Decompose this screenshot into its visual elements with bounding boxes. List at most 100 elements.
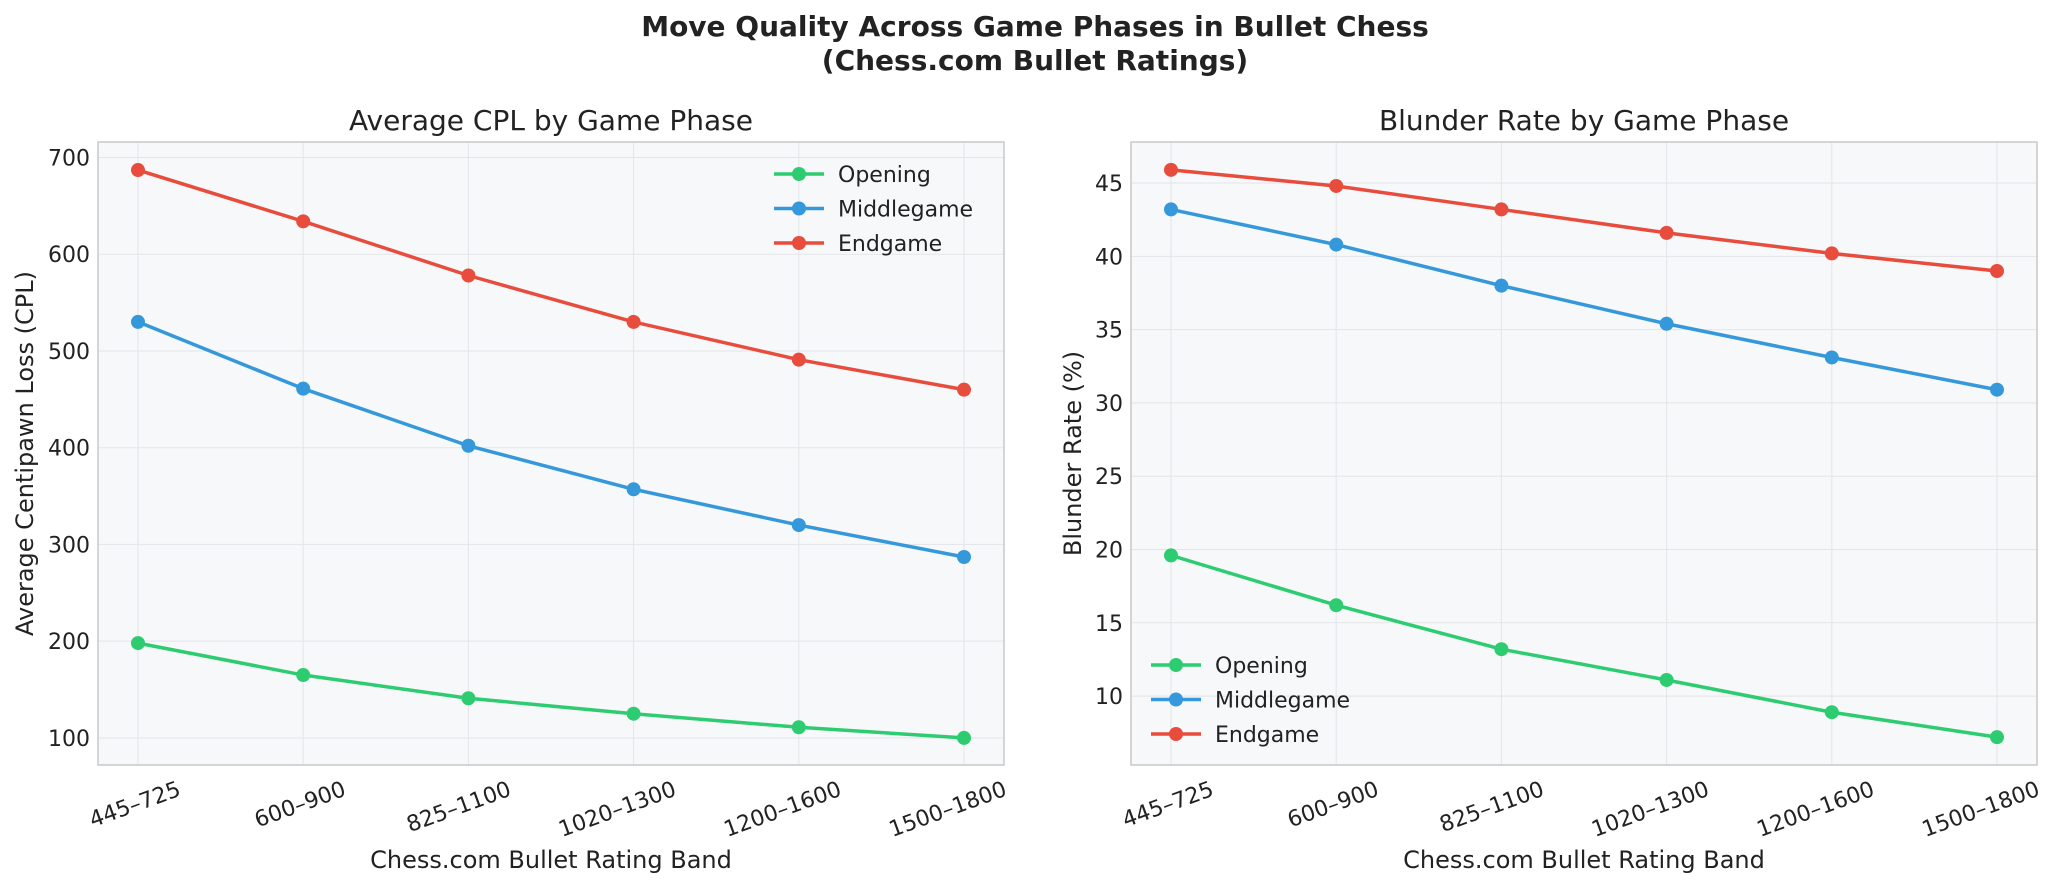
y-tick-label: 200 xyxy=(48,630,90,655)
x-tick-label: 1020–1300 xyxy=(556,777,680,843)
data-point-opening xyxy=(1990,730,2004,745)
data-point-opening xyxy=(296,668,311,683)
data-point-opening xyxy=(1824,705,1839,720)
data-point-middlegame xyxy=(461,438,476,453)
data-point-opening xyxy=(461,691,476,706)
data-point-opening xyxy=(1329,598,1344,613)
legend-label-endgame: Endgame xyxy=(1215,723,1319,748)
data-point-middlegame xyxy=(1990,382,2004,397)
panel-blunder-rate: 10 15 20 25 30 35 40 45 445–725 600–900 825–1100 10… xyxy=(1059,104,2043,874)
chart-title: Blunder Rate by Game Phase xyxy=(1379,104,1789,137)
series-line-middlegame xyxy=(1169,207,1999,392)
legend-marker-endgame xyxy=(792,236,806,250)
y-tick-label: 35 xyxy=(1095,319,1123,344)
figure-title-line-2: (Chess.com Bullet Ratings) xyxy=(821,44,1249,77)
x-tick-label: 1500–1800 xyxy=(886,777,1010,843)
x-tick-label: 1500–1800 xyxy=(1919,777,2043,843)
y-tick-label: 100 xyxy=(48,727,90,752)
series-line-endgame xyxy=(136,168,966,392)
data-point-endgame xyxy=(626,314,641,329)
legend-marker-middlegame xyxy=(792,201,806,216)
legend-label-opening: Opening xyxy=(838,163,931,188)
y-tick-label: 45 xyxy=(1095,172,1123,197)
data-point-middlegame xyxy=(1659,316,1674,331)
data-point-opening xyxy=(131,636,145,651)
plot-frame xyxy=(1130,141,2038,766)
data-point-endgame xyxy=(957,382,971,397)
data-point-endgame xyxy=(1659,225,1674,240)
chart-title: Average CPL by Game Phase xyxy=(349,104,753,137)
data-point-opening xyxy=(1494,642,1509,657)
series-line-opening xyxy=(136,641,966,740)
legend: Opening Middlegame Endgame xyxy=(774,163,973,257)
data-point-middlegame xyxy=(791,518,806,533)
x-tick-label: 1200–1600 xyxy=(721,777,845,843)
data-point-opening xyxy=(957,730,971,745)
y-axis-label: Average Centipawn Loss (CPL) xyxy=(11,271,39,636)
data-point-endgame xyxy=(1329,178,1344,193)
series-line-middlegame xyxy=(136,320,966,559)
y-tick-label: 15 xyxy=(1095,612,1123,637)
data-point-opening xyxy=(791,720,806,735)
x-axis-label: Chess.com Bullet Rating Band xyxy=(1403,846,1765,874)
data-point-middlegame xyxy=(131,314,145,329)
data-point-opening xyxy=(1659,672,1674,687)
y-tick-label: 500 xyxy=(48,340,90,365)
data-point-middlegame xyxy=(1329,237,1344,252)
x-tick-label: 600–900 xyxy=(1284,777,1382,833)
plot-area xyxy=(98,142,1004,765)
x-tick-label: 1200–1600 xyxy=(1754,777,1878,843)
x-tick-label: 1020–1300 xyxy=(1589,777,1713,843)
series-line-opening xyxy=(1169,553,1999,739)
series-line-endgame xyxy=(1169,168,1999,273)
y-tick-label: 30 xyxy=(1095,392,1123,417)
x-tick-label: 445–725 xyxy=(86,777,184,833)
data-point-middlegame xyxy=(957,550,971,565)
y-tick-label: 400 xyxy=(48,437,90,462)
legend-marker-endgame xyxy=(1169,727,1183,741)
data-point-endgame xyxy=(461,268,476,283)
series-opening xyxy=(1164,548,2004,745)
data-point-middlegame xyxy=(296,381,311,396)
series-opening xyxy=(131,636,971,745)
series-middlegame xyxy=(131,314,971,565)
legend-label-middlegame: Middlegame xyxy=(1215,689,1350,714)
data-point-endgame xyxy=(131,163,145,178)
figure-title-line-1: Move Quality Across Game Phases in Bulle… xyxy=(641,10,1429,43)
legend-label-middlegame: Middlegame xyxy=(838,198,973,223)
data-point-endgame xyxy=(1824,246,1839,261)
y-tick-label: 700 xyxy=(48,146,90,171)
legend-label-opening: Opening xyxy=(1215,654,1308,679)
data-point-opening xyxy=(1164,548,1178,563)
legend: Opening Middlegame Endgame xyxy=(1151,654,1350,748)
data-point-endgame xyxy=(1164,162,1178,177)
y-tick-label: 40 xyxy=(1095,245,1123,270)
data-point-endgame xyxy=(1990,263,2004,278)
data-point-endgame xyxy=(791,352,806,367)
y-tick-label: 600 xyxy=(48,243,90,268)
y-tick-label: 300 xyxy=(48,533,90,558)
x-tick-label: 825–1100 xyxy=(1436,777,1547,838)
plot-area xyxy=(1131,142,2037,765)
y-tick-label: 10 xyxy=(1095,685,1123,710)
y-tick-label: 20 xyxy=(1095,539,1123,564)
data-point-endgame xyxy=(1494,202,1509,217)
x-tick-label: 600–900 xyxy=(251,777,349,833)
y-axis-label: Blunder Rate (%) xyxy=(1059,351,1087,556)
legend-marker-middlegame xyxy=(1169,692,1183,707)
series-middlegame xyxy=(1164,202,2004,397)
legend-label-endgame: Endgame xyxy=(838,232,942,257)
x-axis-label: Chess.com Bullet Rating Band xyxy=(370,846,732,874)
data-point-middlegame xyxy=(1494,278,1509,293)
data-point-endgame xyxy=(296,214,311,229)
plot-frame xyxy=(97,141,1005,766)
legend-marker-opening xyxy=(1169,658,1183,672)
series-endgame xyxy=(1164,162,2004,278)
legend-marker-opening xyxy=(792,167,806,181)
data-point-middlegame xyxy=(1164,202,1178,217)
x-tick-label: 825–1100 xyxy=(403,777,514,838)
y-tick-label: 25 xyxy=(1095,465,1123,490)
data-point-opening xyxy=(626,706,641,721)
x-tick-label: 445–725 xyxy=(1119,777,1217,833)
